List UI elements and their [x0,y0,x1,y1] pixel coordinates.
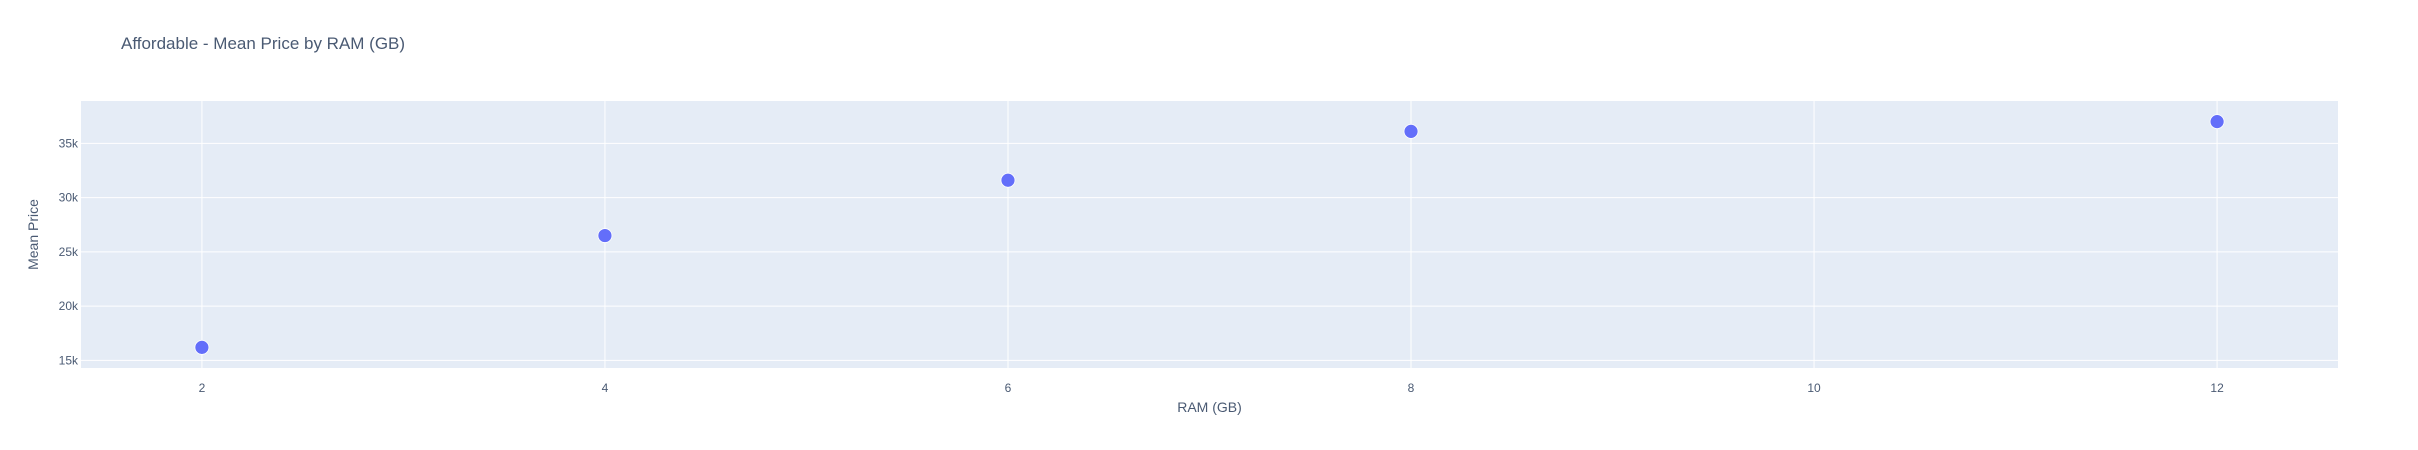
x-tick-labels: 2 4 6 8 10 12 [199,381,2225,395]
y-tick-label: 35k [59,136,79,150]
y-tick-label: 25k [59,245,79,259]
x-tick-label: 8 [1408,381,1415,395]
data-point[interactable] [597,228,613,243]
y-tick-label: 30k [59,191,79,205]
y-axis-label: Mean Price [25,199,41,270]
x-axis-label: RAM (GB) [1177,399,1242,415]
y-tick-label: 15k [59,353,79,367]
data-point[interactable] [1000,172,1016,188]
data-point[interactable] [2209,114,2225,130]
plot-area [81,101,2338,368]
x-gridlines [201,101,2218,368]
x-tick-label: 10 [1807,381,1821,395]
x-tick-label: 2 [199,381,206,395]
x-tick-label: 4 [602,381,609,395]
data-point[interactable] [194,339,210,355]
x-tick-label: 6 [1005,381,1012,395]
chart-title: Affordable - Mean Price by RAM (GB) [121,34,405,53]
y-tick-label: 20k [59,299,79,313]
x-tick-label: 12 [2210,381,2224,395]
y-tick-labels: 15k 20k 25k 30k 35k [59,136,79,367]
y-gridlines [81,142,2338,361]
data-point[interactable] [1403,123,1419,139]
data-points [194,114,2225,355]
